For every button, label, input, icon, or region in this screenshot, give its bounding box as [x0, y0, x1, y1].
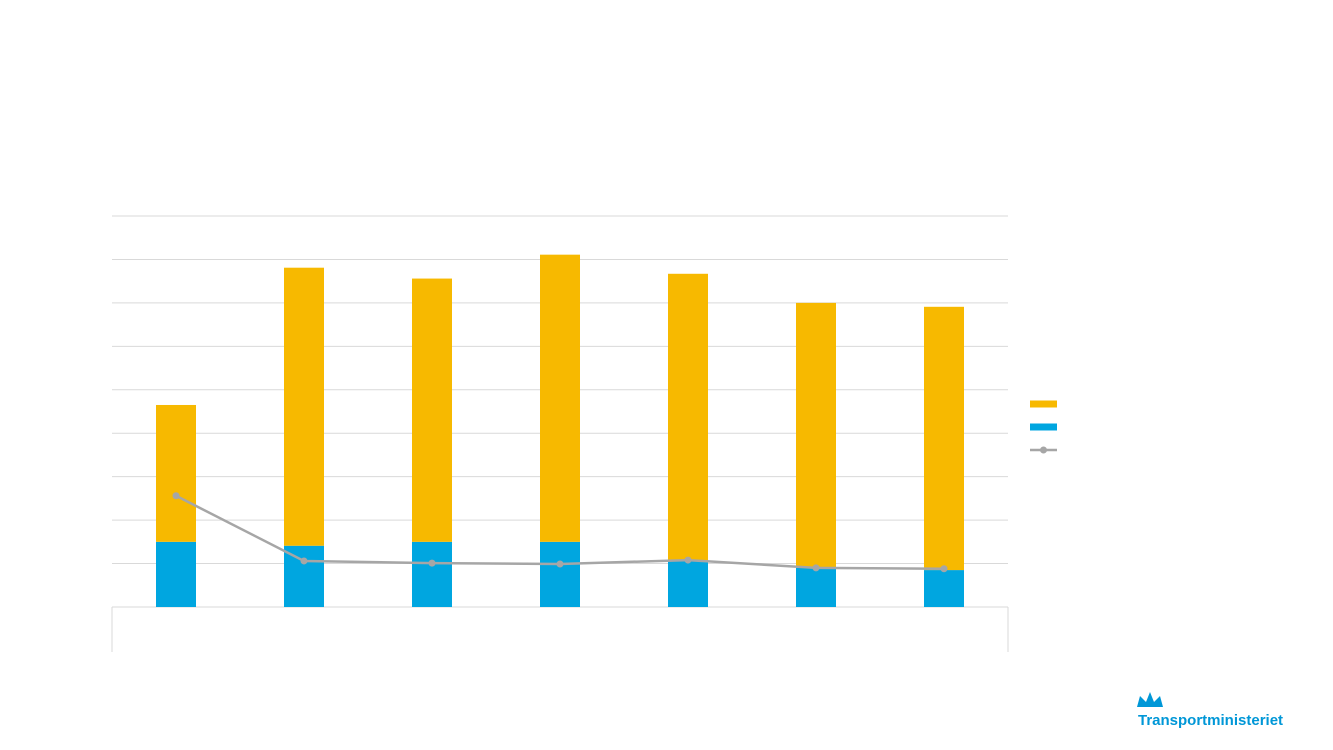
bar	[156, 541, 196, 607]
bar	[540, 541, 580, 607]
bar	[412, 541, 452, 607]
logo-text: Transportministeriet	[1138, 712, 1283, 729]
bar	[668, 560, 708, 607]
line-marker	[812, 564, 820, 572]
bar	[668, 273, 708, 561]
legend-swatch	[1040, 446, 1047, 454]
legend-swatch	[1030, 400, 1057, 408]
bar	[924, 306, 964, 571]
bar	[540, 254, 580, 542]
line-marker	[428, 559, 436, 567]
line-marker	[556, 560, 564, 568]
logo: Transportministeriet	[1137, 692, 1283, 729]
bar	[156, 404, 196, 542]
bar	[284, 267, 324, 546]
line-marker	[940, 565, 948, 573]
line-marker	[300, 557, 308, 565]
bar	[796, 302, 836, 568]
bar	[924, 570, 964, 607]
line-marker	[172, 492, 180, 500]
bar	[796, 567, 836, 607]
bar	[284, 545, 324, 607]
bar	[412, 278, 452, 542]
logo-crown	[1137, 692, 1163, 707]
legend-swatch	[1030, 423, 1057, 431]
line-marker	[684, 556, 692, 564]
